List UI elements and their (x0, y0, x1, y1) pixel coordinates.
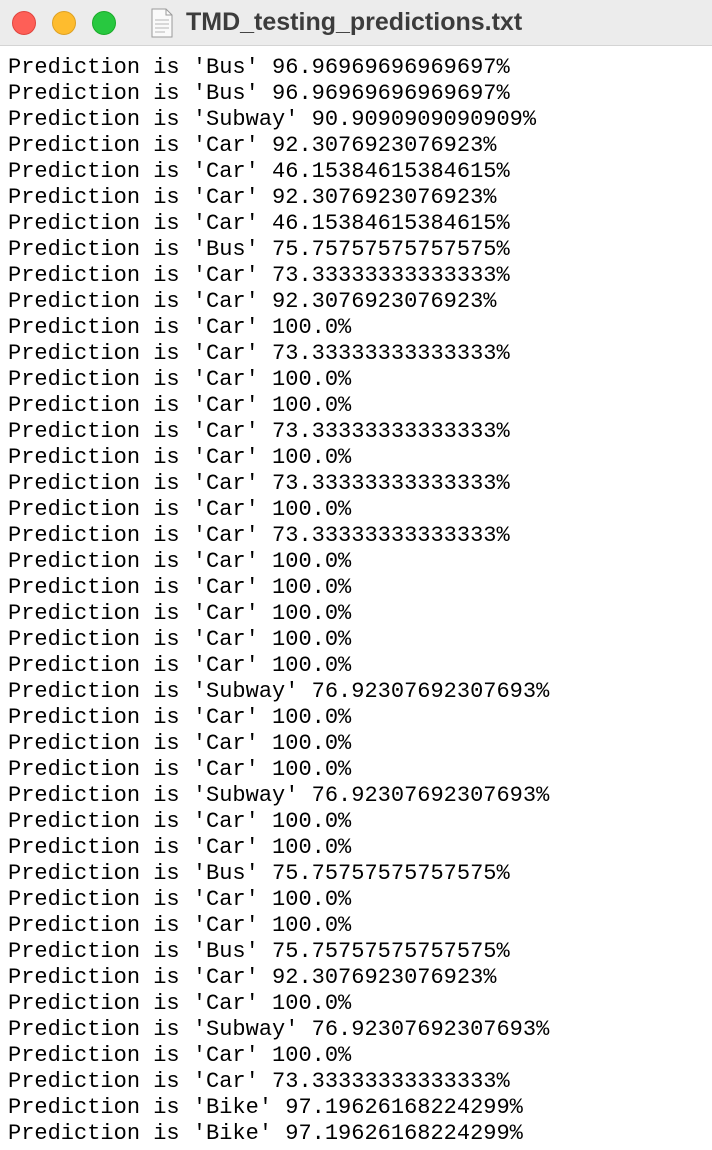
text-line: Prediction is 'Bus' 96.96969696969697% (8, 81, 510, 106)
text-line: Prediction is 'Car' 46.15384615384615% (8, 159, 510, 184)
text-line: Prediction is 'Car' 73.33333333333333% (8, 341, 510, 366)
text-line: Prediction is 'Car' 73.33333333333333% (8, 523, 510, 548)
minimize-button[interactable] (52, 11, 76, 35)
text-line: Prediction is 'Car' 92.3076923076923% (8, 289, 497, 314)
text-line: Prediction is 'Subway' 90.9090909090909% (8, 107, 537, 132)
window-title: TMD_testing_predictions.txt (186, 8, 523, 36)
text-line: Prediction is 'Bus' 75.75757575757575% (8, 861, 510, 886)
text-line: Prediction is 'Car' 100.0% (8, 1043, 352, 1068)
title-bar: TMD_testing_predictions.txt (0, 0, 712, 46)
text-line: Prediction is 'Car' 100.0% (8, 549, 352, 574)
text-line: Prediction is 'Car' 73.33333333333333% (8, 471, 510, 496)
text-line: Prediction is 'Car' 100.0% (8, 653, 352, 678)
text-line: Prediction is 'Car' 100.0% (8, 367, 352, 392)
text-line: Prediction is 'Car' 100.0% (8, 731, 352, 756)
text-line: Prediction is 'Car' 73.33333333333333% (8, 263, 510, 288)
document-icon (151, 8, 173, 38)
text-line: Prediction is 'Car' 100.0% (8, 601, 352, 626)
text-line: Prediction is 'Car' 92.3076923076923% (8, 133, 497, 158)
text-line: Prediction is 'Bike' 97.19626168224299% (8, 1121, 523, 1146)
text-line: Prediction is 'Car' 100.0% (8, 757, 352, 782)
text-line: Prediction is 'Car' 100.0% (8, 809, 352, 834)
text-line: Prediction is 'Car' 100.0% (8, 627, 352, 652)
text-line: Prediction is 'Car' 100.0% (8, 991, 352, 1016)
text-content: Prediction is 'Bus' 96.96969696969697% Pr… (8, 55, 712, 1147)
text-line: Prediction is 'Car' 92.3076923076923% (8, 965, 497, 990)
text-line: Prediction is 'Bus' 75.75757575757575% (8, 237, 510, 262)
text-line: Prediction is 'Car' 100.0% (8, 315, 352, 340)
text-line: Prediction is 'Car' 92.3076923076923% (8, 185, 497, 210)
text-line: Prediction is 'Bus' 75.75757575757575% (8, 939, 510, 964)
text-line: Prediction is 'Car' 100.0% (8, 393, 352, 418)
text-line: Prediction is 'Car' 73.33333333333333% (8, 419, 510, 444)
text-line: Prediction is 'Subway' 76.92307692307693… (8, 1017, 550, 1042)
text-line: Prediction is 'Car' 100.0% (8, 887, 352, 912)
text-line: Prediction is 'Car' 100.0% (8, 913, 352, 938)
text-line: Prediction is 'Car' 100.0% (8, 445, 352, 470)
text-line: Prediction is 'Subway' 76.92307692307693… (8, 679, 550, 704)
text-line: Prediction is 'Bike' 97.19626168224299% (8, 1095, 523, 1120)
text-line: Prediction is 'Subway' 76.92307692307693… (8, 783, 550, 808)
close-button[interactable] (12, 11, 36, 35)
text-line: Prediction is 'Car' 100.0% (8, 835, 352, 860)
text-line: Prediction is 'Car' 73.33333333333333% (8, 1069, 510, 1094)
text-line: Prediction is 'Bus' 96.96969696969697% (8, 55, 510, 80)
text-line: Prediction is 'Car' 100.0% (8, 705, 352, 730)
text-line: Prediction is 'Car' 100.0% (8, 497, 352, 522)
text-line: Prediction is 'Car' 46.15384615384615% (8, 211, 510, 236)
text-line: Prediction is 'Car' 100.0% (8, 575, 352, 600)
zoom-button[interactable] (92, 11, 116, 35)
